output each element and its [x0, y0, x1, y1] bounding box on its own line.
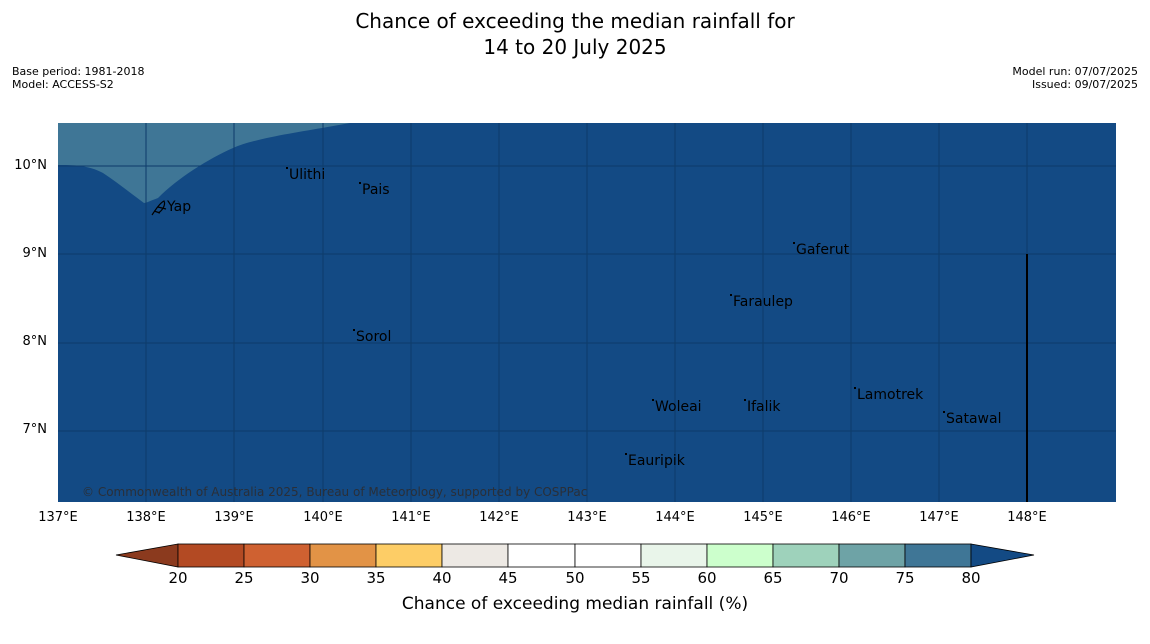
colorbar-bin-55-60	[640, 543, 708, 568]
lon-label-138e: 138°E	[126, 510, 166, 525]
lon-label-145e: 145°E	[743, 510, 783, 525]
colorbar-tick: 35	[366, 569, 386, 587]
colorbar	[115, 543, 1035, 568]
place-lamotrek: Lamotrek	[854, 387, 923, 403]
lon-label-139e: 139°E	[214, 510, 254, 525]
colorbar-tick: 60	[697, 569, 717, 587]
colorbar-bin-30-35	[309, 543, 377, 568]
lon-label-137e: 137°E	[38, 510, 78, 525]
place-yap: Yap	[167, 199, 192, 215]
forecast-map: Ulithi Pais Yap Gaferut Faraulep Sorol L…	[58, 123, 1116, 502]
title-line-1: Chance of exceeding the median rainfall …	[355, 9, 795, 33]
colorbar-label: Chance of exceeding median rainfall (%)	[401, 594, 749, 614]
colorbar-low-arrow	[115, 543, 179, 568]
colorbar-bin-50-55	[574, 543, 642, 568]
island-marker	[286, 167, 288, 169]
yap-island-outline	[151, 200, 167, 216]
colorbar-tick: 20	[168, 569, 188, 587]
island-marker	[652, 399, 654, 401]
island-marker	[854, 387, 856, 389]
place-eauripik: Eauripik	[625, 453, 685, 469]
colorbar-bin-40-45	[441, 543, 509, 568]
colorbar-tick: 65	[763, 569, 783, 587]
colorbar-tick: 55	[631, 569, 651, 587]
island-marker	[730, 294, 732, 296]
base-period-text: Base period: 1981-2018	[12, 65, 145, 78]
colorbar-tick: 45	[498, 569, 518, 587]
lon-label-148e: 148°E	[1007, 510, 1047, 525]
probability-region-75-80	[58, 123, 350, 203]
colorbar-bin-25-30	[243, 543, 311, 568]
island-marker	[793, 242, 795, 244]
colorbar-tick: 75	[895, 569, 915, 587]
lat-label-7n: 7°N	[22, 422, 48, 437]
lat-label-8n: 8°N	[22, 334, 48, 349]
colorbar-tick: 80	[961, 569, 981, 587]
island-marker	[625, 453, 627, 455]
colorbar-bin-45-50	[507, 543, 576, 568]
colorbar-tick: 30	[300, 569, 320, 587]
colorbar-bin-35-40	[375, 543, 443, 568]
lon-label-140e: 140°E	[303, 510, 343, 525]
place-pais: Pais	[359, 182, 390, 198]
lon-label-141e: 141°E	[391, 510, 431, 525]
metadata-right: Model run: 07/07/2025 Issued: 09/07/2025	[1012, 65, 1138, 91]
chart-title: Chance of exceeding the median rainfall …	[0, 8, 1150, 60]
lon-label-147e: 147°E	[919, 510, 959, 525]
colorbar-bin-20-25	[177, 543, 245, 568]
lat-label-10n: 10°N	[14, 158, 47, 173]
issued-text: Issued: 09/07/2025	[1031, 78, 1138, 91]
island-marker	[744, 399, 746, 401]
map-canvas	[58, 123, 1116, 502]
place-sorol: Sorol	[353, 329, 391, 345]
colorbar-high-arrow	[970, 543, 1035, 568]
place-ulithi: Ulithi	[286, 167, 325, 183]
colorbar-bin-75-80	[904, 543, 972, 568]
colorbar-tick: 25	[234, 569, 254, 587]
place-faraulep: Faraulep	[730, 294, 793, 310]
colorbar-tick: 70	[829, 569, 849, 587]
colorbar-tick: 50	[565, 569, 585, 587]
place-satawal: Satawal	[943, 411, 1001, 427]
metadata-left: Base period: 1981-2018 Model: ACCESS-S2	[12, 65, 144, 91]
lon-label-146e: 146°E	[831, 510, 871, 525]
place-ifalik: Ifalik	[744, 399, 781, 415]
lat-label-9n: 9°N	[22, 246, 48, 261]
place-woleai: Woleai	[652, 399, 702, 415]
model-text: Model: ACCESS-S2	[12, 78, 114, 91]
colorbar-tick: 40	[432, 569, 452, 587]
title-line-2: 14 to 20 July 2025	[483, 35, 667, 59]
lon-label-143e: 143°E	[567, 510, 607, 525]
place-gaferut: Gaferut	[793, 242, 849, 258]
colorbar-bin-70-75	[838, 543, 906, 568]
colorbar-bin-65-70	[772, 543, 840, 568]
island-marker	[359, 182, 361, 184]
lon-label-144e: 144°E	[655, 510, 695, 525]
colorbar-bin-60-65	[706, 543, 774, 568]
island-marker	[353, 329, 355, 331]
lon-label-142e: 142°E	[479, 510, 519, 525]
island-marker	[943, 411, 945, 413]
copyright-text: © Commonwealth of Australia 2025, Bureau…	[82, 485, 588, 499]
model-run-text: Model run: 07/07/2025	[1012, 65, 1138, 78]
